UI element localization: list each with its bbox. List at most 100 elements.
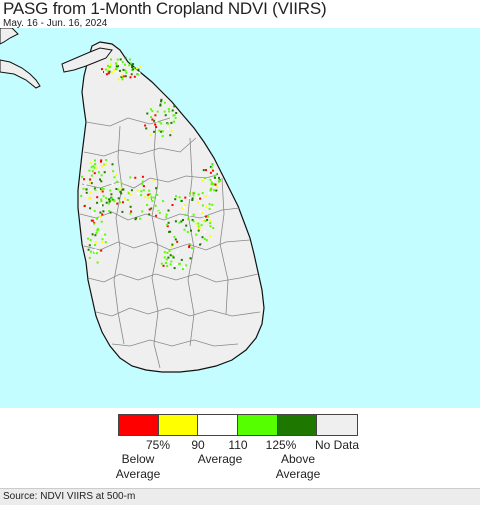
ndvi-pixel	[93, 209, 96, 212]
ndvi-pixel	[160, 262, 163, 265]
ndvi-pixel	[127, 191, 130, 193]
ndvi-pixel	[141, 210, 144, 213]
ndvi-pixel	[196, 197, 199, 200]
ndvi-pixel	[188, 213, 191, 216]
ndvi-pixel	[94, 188, 97, 191]
ndvi-pixel	[144, 124, 147, 127]
map-title: PASG from 1-Month Cropland NDVI (VIIRS)	[3, 0, 327, 18]
ndvi-pixel	[100, 174, 103, 177]
ndvi-pixel	[197, 229, 200, 232]
jaffna-peninsula	[61, 47, 113, 73]
ndvi-pixel	[208, 192, 211, 195]
ndvi-pixel	[188, 242, 191, 245]
tick-no-data: No Data	[314, 438, 360, 452]
ndvi-pixel	[167, 122, 170, 125]
ndvi-pixel	[107, 202, 110, 205]
ndvi-pixel	[150, 116, 153, 119]
ndvi-pixel	[94, 159, 96, 162]
ndvi-pixel	[117, 188, 120, 191]
ndvi-pixel	[189, 257, 192, 260]
ndvi-pixel	[115, 64, 118, 67]
ndvi-pixel	[175, 195, 177, 198]
above-label-line2: Average	[275, 467, 321, 481]
ndvi-pixel	[155, 214, 158, 217]
ndvi-pixel	[138, 71, 141, 74]
ndvi-pixel	[211, 178, 214, 181]
ndvi-pixel	[154, 114, 157, 117]
ndvi-pixel	[90, 219, 93, 222]
ndvi-pixel	[213, 189, 215, 192]
ndvi-pixel	[111, 163, 114, 166]
ndvi-pixel	[108, 210, 111, 212]
ndvi-pixel	[164, 262, 167, 264]
ndvi-pixel	[93, 172, 96, 175]
district-borders	[79, 117, 261, 369]
ndvi-pixel	[197, 222, 200, 225]
ndvi-pixel	[146, 112, 149, 115]
ndvi-pixel	[99, 211, 102, 214]
ndvi-pixel	[100, 249, 103, 252]
ndvi-pixel	[191, 219, 194, 221]
ndvi-pixel	[188, 246, 191, 249]
ndvi-pixel	[95, 252, 98, 255]
ndvi-pixel	[103, 236, 106, 239]
ndvi-pixel	[119, 190, 122, 193]
ndvi-pixel	[119, 58, 122, 61]
ndvi-pixel	[215, 189, 218, 192]
sri-lanka-map	[0, 28, 265, 373]
ndvi-pixel	[89, 196, 92, 199]
ndvi-pixel	[139, 217, 142, 220]
ndvi-pixel	[104, 233, 107, 236]
ndvi-pixel	[118, 69, 121, 72]
ndvi-pixel	[192, 213, 195, 216]
ndvi-pixel	[83, 205, 86, 207]
average-label: Average	[198, 452, 242, 467]
ndvi-pixel	[103, 171, 106, 174]
ndvi-pixel	[100, 160, 102, 163]
ndvi-pixel	[96, 229, 99, 232]
ndvi-pixel	[201, 192, 204, 195]
ndvi-pixel	[105, 73, 108, 76]
ndvi-pixel	[158, 120, 161, 123]
ndvi-pixel	[120, 187, 123, 190]
ndvi-pixel	[174, 198, 177, 201]
ndvi-pixel	[144, 196, 147, 199]
ndvi-pixel	[101, 190, 104, 193]
ndvi-pixel	[148, 208, 151, 211]
ndvi-pixel	[151, 199, 154, 202]
ndvi-pixel	[183, 265, 186, 268]
ndvi-pixel	[122, 188, 125, 191]
ndvi-pixel	[178, 196, 181, 199]
ndvi-pixel	[101, 238, 104, 241]
ndvi-pixel	[125, 71, 128, 74]
tick-75: 75%	[145, 438, 171, 452]
ndvi-pixel	[197, 227, 200, 230]
ndvi-pixel	[211, 207, 214, 209]
ndvi-pixel	[122, 201, 124, 204]
ndvi-pixel	[171, 255, 174, 258]
ndvi-pixel	[173, 120, 175, 123]
ndvi-pixel	[109, 189, 112, 192]
ndvi-pixel	[171, 204, 174, 206]
ndvi-pixel	[188, 244, 191, 247]
ndvi-pixel	[212, 167, 215, 170]
ndvi-pixel	[219, 180, 221, 182]
below-label-line2: Average	[115, 467, 161, 481]
ndvi-pixel	[209, 235, 212, 238]
ndvi-pixel	[88, 197, 91, 200]
ndvi-pixel	[149, 193, 151, 196]
ndvi-pixel	[212, 169, 214, 172]
ndvi-pixel	[92, 251, 95, 254]
ndvi-pixel	[217, 172, 220, 175]
map-area	[0, 28, 480, 408]
ndvi-pixel	[100, 165, 103, 168]
ndvi-pixel	[170, 245, 173, 248]
ndvi-pixel	[158, 211, 161, 214]
ndvi-pixel	[189, 241, 192, 244]
ndvi-pixel	[134, 176, 137, 179]
swatch-below-75	[119, 415, 159, 435]
ndvi-pixel	[121, 61, 124, 63]
ndvi-pixel	[173, 114, 176, 117]
ndvi-pixel	[94, 250, 97, 253]
ndvi-pixel	[92, 222, 95, 225]
